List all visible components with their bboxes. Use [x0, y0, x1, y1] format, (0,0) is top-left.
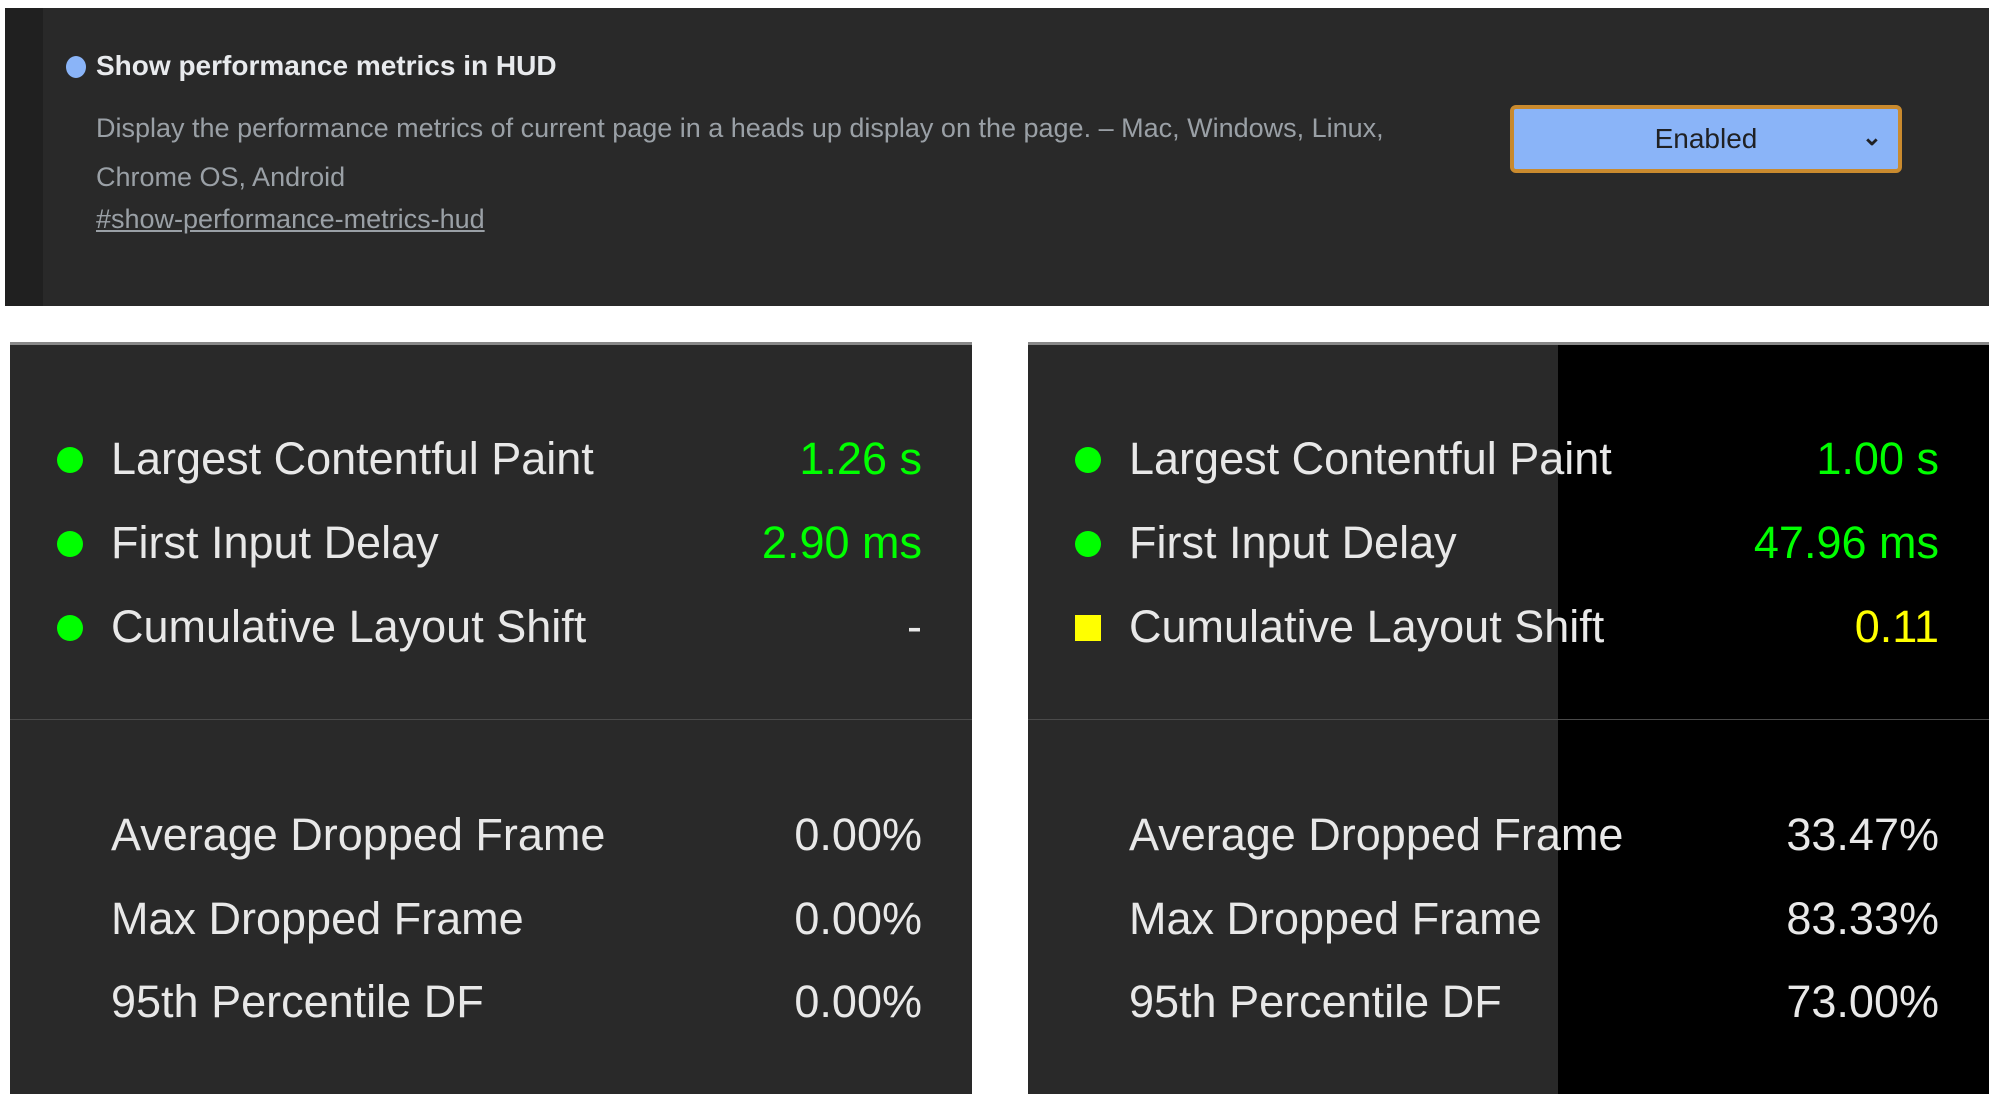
status-square-icon	[1075, 615, 1101, 641]
frame-metric-row: Average Dropped Frame 0.00%	[10, 805, 972, 865]
metric-value: 47.96 ms	[1753, 517, 1939, 568]
metric-value: 0.00%	[794, 976, 922, 1027]
status-circle-icon	[57, 531, 83, 557]
frame-metric-row: 95th Percentile DF 0.00%	[10, 972, 972, 1032]
metric-value: -	[907, 601, 922, 652]
web-vital-row: Cumulative Layout Shift 0.11	[1028, 597, 1989, 657]
status-circle-icon	[1075, 447, 1101, 473]
flag-link[interactable]: #show-performance-metrics-hud	[96, 204, 485, 234]
frame-metric-row: 95th Percentile DF 73.00%	[1028, 972, 1989, 1032]
flag-description: Display the performance metrics of curre…	[96, 113, 1384, 192]
metric-value: 0.00%	[794, 893, 922, 944]
metric-label: Max Dropped Frame	[111, 893, 524, 944]
select-value: Enabled	[1654, 123, 1758, 154]
status-circle-icon	[57, 447, 83, 473]
metric-label: Max Dropped Frame	[1129, 893, 1542, 944]
web-vital-row: Largest Contentful Paint 1.00 s	[1028, 429, 1989, 489]
metric-value: 33.47%	[1786, 809, 1939, 860]
metric-label: First Input Delay	[111, 517, 439, 568]
metric-value: 1.00 s	[1816, 433, 1939, 484]
status-circle-icon	[1075, 531, 1101, 557]
metric-value: 73.00%	[1786, 976, 1939, 1027]
flag-state-select[interactable]: Enabled ⌄	[1510, 105, 1902, 173]
hud-panel-left: Largest Contentful Paint 1.26 s First In…	[10, 342, 972, 1094]
frame-metric-row: Max Dropped Frame 83.33%	[1028, 889, 1989, 949]
metric-label: Cumulative Layout Shift	[1129, 601, 1605, 652]
web-vital-row: Cumulative Layout Shift -	[10, 597, 972, 657]
metric-label: 95th Percentile DF	[1129, 976, 1502, 1027]
flag-status-dot-icon	[66, 56, 86, 78]
flag-card: Show performance metrics in HUD Display …	[5, 8, 1989, 306]
web-vital-row: First Input Delay 2.90 ms	[10, 513, 972, 573]
chevron-down-icon: ⌄	[1861, 124, 1882, 151]
web-vital-row: Largest Contentful Paint 1.26 s	[10, 429, 972, 489]
metric-label: 95th Percentile DF	[111, 976, 484, 1027]
metric-label: Largest Contentful Paint	[111, 433, 594, 484]
metric-value: 1.26 s	[799, 433, 922, 484]
metric-label: Average Dropped Frame	[1129, 809, 1624, 860]
hud-divider	[10, 719, 972, 720]
status-circle-icon	[57, 615, 83, 641]
metric-value: 2.90 ms	[761, 517, 922, 568]
metric-label: Largest Contentful Paint	[1129, 433, 1612, 484]
metric-label: Average Dropped Frame	[111, 809, 606, 860]
frame-metric-row: Max Dropped Frame 0.00%	[10, 889, 972, 949]
metric-label: Cumulative Layout Shift	[111, 601, 587, 652]
metric-label: First Input Delay	[1129, 517, 1457, 568]
frame-metric-row: Average Dropped Frame 33.47%	[1028, 805, 1989, 865]
web-vital-row: First Input Delay 47.96 ms	[1028, 513, 1989, 573]
metric-value: 0.11	[1854, 601, 1939, 652]
metric-value: 83.33%	[1786, 893, 1939, 944]
metric-value: 0.00%	[794, 809, 922, 860]
card-edge	[5, 8, 43, 306]
hud-divider	[1028, 719, 1989, 720]
flag-title: Show performance metrics in HUD	[96, 50, 557, 81]
hud-panel-right: Largest Contentful Paint 1.00 s First In…	[1028, 342, 1989, 1094]
